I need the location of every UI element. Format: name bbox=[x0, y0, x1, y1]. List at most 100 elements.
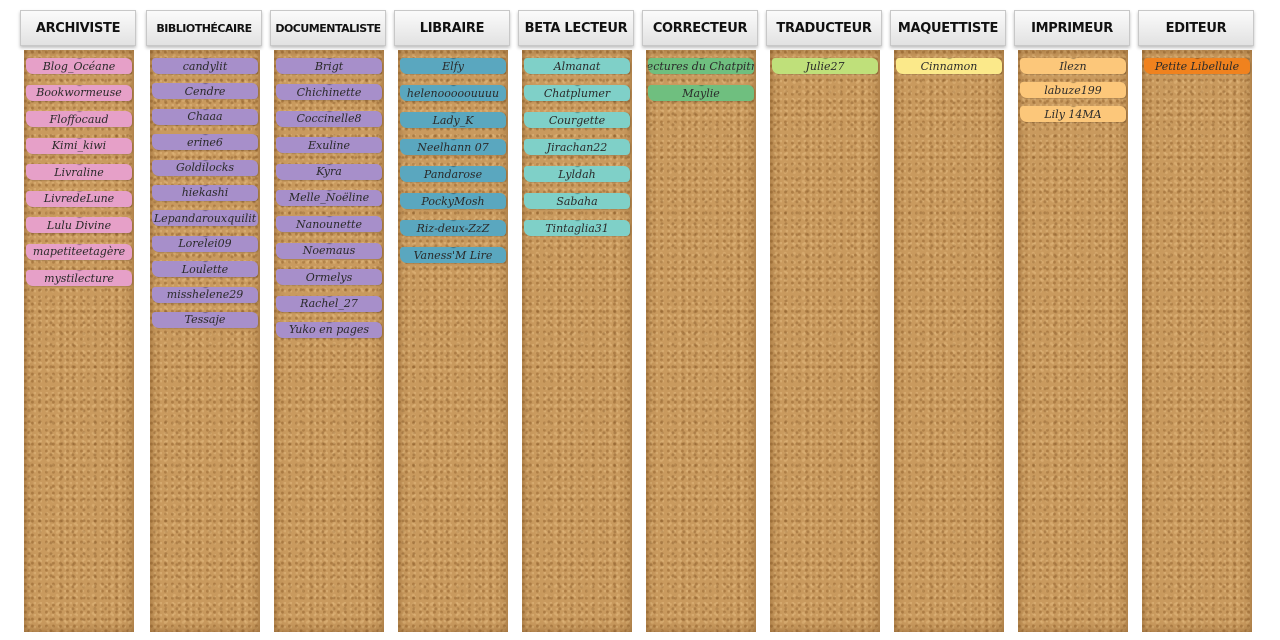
column-header: ARCHIVISTE bbox=[20, 10, 136, 46]
cork-panel bbox=[646, 50, 756, 632]
sticky-note-label: Vaness'M Lire bbox=[413, 248, 493, 262]
sticky-note-label: Lulu Divine bbox=[46, 218, 112, 232]
sticky-note[interactable]: Elfy bbox=[400, 58, 506, 74]
sticky-note-label: mapetiteetagère bbox=[32, 245, 126, 258]
sticky-note[interactable]: Rachel_27 bbox=[276, 295, 382, 312]
sticky-note[interactable]: Coccinelle8 bbox=[276, 110, 382, 127]
sticky-note[interactable]: Petite Libellule bbox=[1144, 58, 1250, 74]
sticky-note[interactable]: Lepandarouxquilit bbox=[152, 210, 258, 227]
sticky-note[interactable]: Floffocaud bbox=[26, 111, 132, 127]
sticky-note-label: labuze199 bbox=[1044, 83, 1102, 97]
sticky-note[interactable]: hiekashi bbox=[152, 184, 258, 201]
column-biblioth-caire: BIBLIOTHÉCAIRE candylit Cendre Chaaa erine6 G… bbox=[146, 10, 262, 634]
sticky-note-label: Lepandarouxquilit bbox=[153, 211, 257, 225]
column-header: TRADUCTEUR bbox=[766, 10, 882, 46]
sticky-note[interactable]: Cendre bbox=[152, 83, 258, 100]
sticky-note[interactable]: Chichinette bbox=[276, 84, 382, 101]
sticky-note[interactable]: LivredeLune bbox=[26, 190, 132, 207]
sticky-note-label: Elfy bbox=[442, 59, 464, 73]
note-list: Petite Libellule bbox=[1142, 58, 1252, 85]
sticky-note-label: PockyMosh bbox=[421, 194, 485, 208]
sticky-note-label: Lily 14MA bbox=[1044, 107, 1102, 121]
sticky-note[interactable]: Noemaus bbox=[276, 242, 382, 259]
sticky-note[interactable]: Chaaa bbox=[152, 108, 258, 125]
sticky-note[interactable]: Brigt bbox=[276, 58, 382, 74]
sticky-note[interactable]: Chatplumer bbox=[524, 85, 630, 101]
sticky-note[interactable]: Julie27 bbox=[772, 58, 878, 74]
sticky-note[interactable]: Sabaha bbox=[524, 193, 630, 209]
sticky-note[interactable]: Lyldah bbox=[524, 166, 630, 182]
sticky-note[interactable]: Lily 14MA bbox=[1020, 106, 1126, 122]
sticky-note[interactable]: labuze199 bbox=[1020, 82, 1126, 98]
column-archiviste: ARCHIVISTE Blog_Océane Bookwormeuse Floffoc… bbox=[20, 10, 136, 634]
sticky-note-label: Lady_K bbox=[432, 113, 474, 127]
sticky-note[interactable]: Maylie bbox=[648, 85, 754, 101]
sticky-note-label: mystilecture bbox=[44, 271, 114, 285]
sticky-note[interactable]: Pandarose bbox=[400, 166, 506, 182]
sticky-note-label: Lectures du Chatpitre bbox=[648, 59, 754, 73]
sticky-note[interactable]: Courgette bbox=[524, 112, 630, 128]
column-documentaliste: DOCUMENTALISTE Brigt Chichinette Coccinelle… bbox=[270, 10, 386, 634]
sticky-note-label: Petite Libellule bbox=[1154, 59, 1240, 73]
sticky-note-label: Blog_Océane bbox=[42, 59, 116, 73]
sticky-note-label: helenooooouuuu bbox=[406, 86, 500, 100]
sticky-note[interactable]: Exuline bbox=[276, 137, 382, 154]
sticky-note[interactable]: mapetiteetagère bbox=[26, 243, 132, 260]
sticky-note[interactable]: erine6 bbox=[152, 134, 258, 151]
sticky-note[interactable]: Melle_Noëline bbox=[276, 189, 382, 206]
sticky-note-label: Lorelei09 bbox=[178, 237, 232, 251]
cork-panel bbox=[770, 50, 880, 632]
sticky-note-label: erine6 bbox=[187, 135, 223, 149]
sticky-note[interactable]: Lulu Divine bbox=[26, 217, 132, 233]
sticky-note[interactable]: Kyra bbox=[276, 163, 382, 180]
note-list: Ilezn labuze199 Lily 14MA bbox=[1018, 58, 1128, 130]
sticky-note[interactable]: Bookwormeuse bbox=[26, 84, 132, 101]
sticky-note[interactable]: PockyMosh bbox=[400, 193, 506, 209]
column-header: BETA LECTEUR bbox=[518, 10, 634, 46]
sticky-note-label: hiekashi bbox=[181, 186, 229, 200]
sticky-note[interactable]: Vaness'M Lire bbox=[400, 247, 506, 263]
note-list: Almanat Chatplumer Courgette Jirachan22 Lyld… bbox=[522, 58, 632, 247]
sticky-note-label: Nanounette bbox=[296, 217, 362, 231]
sticky-note[interactable]: Neelhann 07 bbox=[400, 139, 506, 155]
sticky-note[interactable]: Blog_Océane bbox=[26, 58, 132, 74]
sticky-note[interactable]: Loulette bbox=[152, 261, 258, 278]
sticky-note[interactable]: Tintaglia31 bbox=[524, 220, 630, 236]
sticky-note[interactable]: Ormelys bbox=[276, 269, 382, 286]
sticky-note-label: Ilezn bbox=[1059, 59, 1087, 73]
sticky-note-label: Chatplumer bbox=[543, 86, 611, 100]
sticky-note-label: Courgette bbox=[548, 113, 606, 127]
sticky-note[interactable]: Cinnamon bbox=[896, 58, 1002, 74]
sticky-note[interactable]: Nanounette bbox=[276, 216, 382, 233]
sticky-note[interactable]: Tessaje bbox=[152, 311, 258, 328]
sticky-note[interactable]: Almanat bbox=[524, 58, 630, 74]
sticky-note[interactable]: helenooooouuuu bbox=[400, 85, 506, 101]
sticky-note[interactable]: Kimi_kiwi bbox=[26, 137, 132, 154]
sticky-note-label: Tintaglia31 bbox=[545, 221, 609, 235]
sticky-note[interactable]: Riz-deux-ZzZ bbox=[400, 220, 506, 236]
sticky-note[interactable]: Yuko en pages bbox=[276, 321, 382, 338]
column-header: EDITEUR bbox=[1138, 10, 1254, 46]
sticky-note[interactable]: Ilezn bbox=[1020, 58, 1126, 74]
sticky-note[interactable]: misshelene29 bbox=[152, 286, 258, 303]
column-editeur: EDITEUR Petite Libellule bbox=[1138, 10, 1254, 634]
sticky-note-label: Noemaus bbox=[302, 244, 356, 258]
sticky-note-label: Loulette bbox=[181, 262, 229, 276]
sticky-note[interactable]: Lorelei09 bbox=[152, 235, 258, 252]
sticky-note[interactable]: Goldilocks bbox=[152, 159, 258, 176]
sticky-note[interactable]: Livraline bbox=[26, 164, 132, 180]
note-list: Cinnamon bbox=[894, 58, 1004, 85]
sticky-note[interactable]: Lectures du Chatpitre bbox=[648, 58, 754, 74]
sticky-note-label: Yuko en pages bbox=[288, 323, 370, 337]
column-maquettiste: MAQUETTISTE Cinnamon bbox=[890, 10, 1006, 634]
sticky-note[interactable]: Lady_K bbox=[400, 112, 506, 128]
sticky-note[interactable]: candylit bbox=[152, 58, 258, 74]
sticky-note[interactable]: Jirachan22 bbox=[524, 139, 630, 155]
column-header: BIBLIOTHÉCAIRE bbox=[146, 10, 262, 46]
sticky-note[interactable]: mystilecture bbox=[26, 270, 132, 286]
sticky-note-label: Maylie bbox=[682, 86, 720, 100]
sticky-note-label: Kyra bbox=[316, 165, 342, 179]
sticky-note-label: candylit bbox=[182, 59, 228, 73]
sticky-note-label: Livraline bbox=[54, 165, 104, 179]
